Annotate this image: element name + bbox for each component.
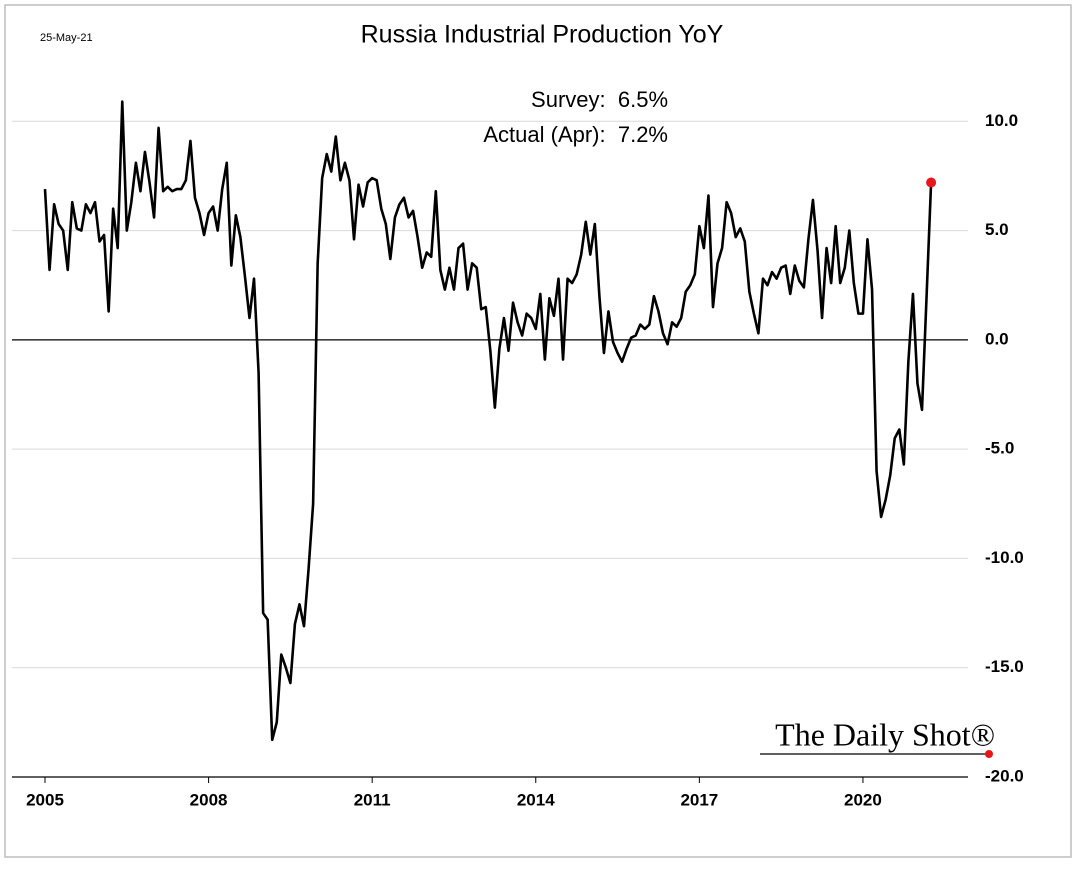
x-tick-label: 2011 (354, 790, 391, 809)
y-tick-label: 5.0 (985, 220, 1009, 239)
annotation: Actual (Apr): 7.2% (483, 122, 668, 147)
x-tick-label: 2017 (680, 790, 718, 809)
y-tick-label: -15.0 (985, 657, 1024, 676)
y-tick-label: 10.0 (985, 111, 1018, 130)
x-tick-label: 2020 (844, 790, 882, 809)
date-label: 25-May-21 (40, 32, 93, 44)
chart-title: Russia Industrial Production YoY (361, 21, 724, 49)
annotation: Survey: 6.5% (531, 87, 668, 112)
y-tick-label: -10.0 (985, 548, 1024, 567)
x-tick-label: 2008 (190, 790, 228, 809)
last-point (926, 177, 937, 188)
x-tick-label: 2005 (26, 790, 64, 809)
y-tick-label: -20.0 (985, 766, 1024, 785)
source-logo: The Daily Shot® (775, 716, 995, 752)
series-line (43, 100, 933, 742)
y-tick-label: -5.0 (985, 439, 1014, 458)
logo-dot (985, 750, 993, 758)
chart-frame (4, 4, 1072, 858)
y-tick-label: 0.0 (985, 329, 1009, 348)
x-tick-label: 2014 (517, 790, 555, 809)
